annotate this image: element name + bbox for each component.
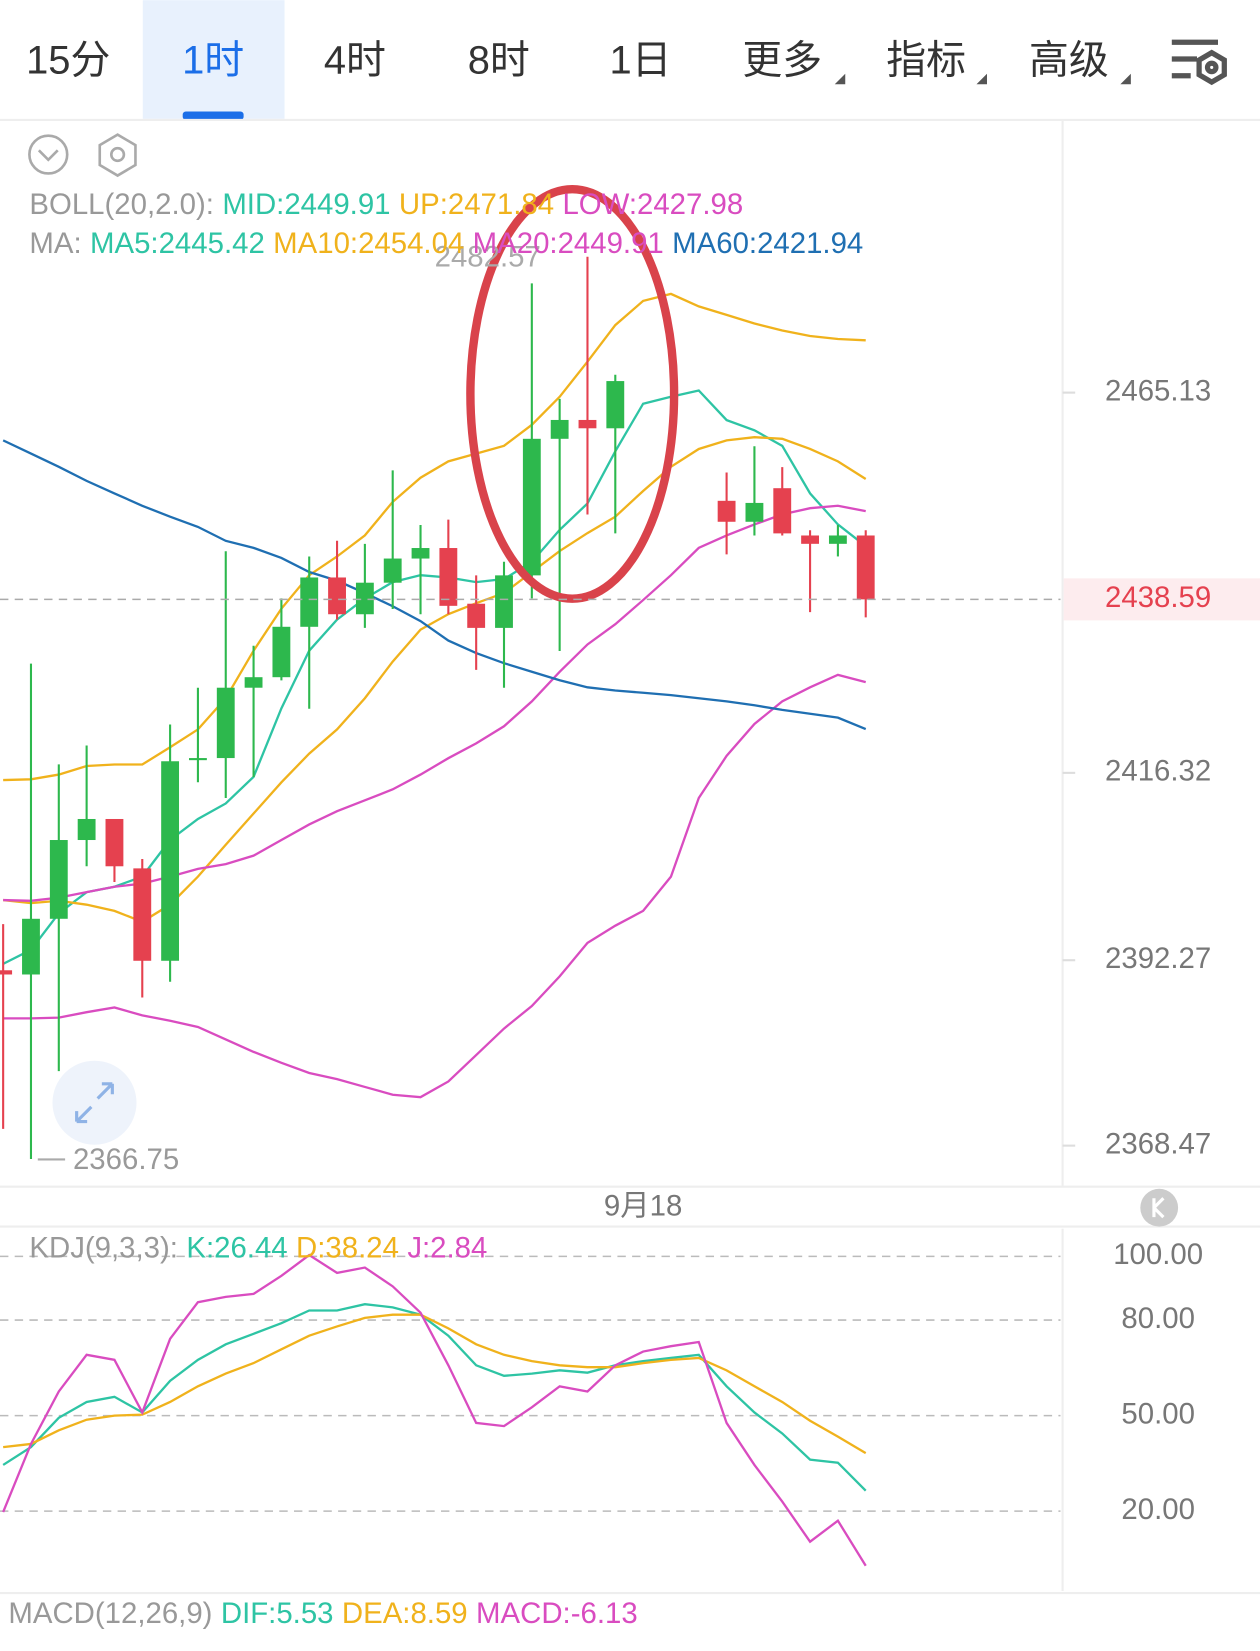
candle-body xyxy=(383,558,402,583)
last-price-label: 2438.59 xyxy=(1105,581,1211,614)
legend-title: KDJ(9,3,3): xyxy=(29,1231,178,1264)
indicator-line xyxy=(2,439,867,731)
y-tick-label: 2368.47 xyxy=(1105,1127,1211,1160)
legend-item: MA60:2421.94 xyxy=(672,227,863,260)
candle-body xyxy=(522,438,541,576)
collapse-button[interactable] xyxy=(28,134,69,175)
y-tick-label: 100.00 xyxy=(1113,1238,1203,1271)
legend-item: MID:2449.91 xyxy=(222,188,390,221)
legend: BOLL(20,2.0): MID:2449.91 UP:2471.84 LOW:24… xyxy=(29,188,743,221)
y-tick-label: 20.00 xyxy=(1121,1493,1195,1526)
highlight-ellipse xyxy=(466,184,679,603)
candle-body xyxy=(745,502,764,522)
indicator-line xyxy=(3,673,867,1099)
legend: MACD(12,26,9) DIF:5.53 DEA:8.59 MACD:-6.13 xyxy=(8,1597,637,1630)
legend: KDJ(9,3,3): K:26.44 D:38.24 J:2.84 xyxy=(29,1231,487,1264)
active-tab-underline xyxy=(182,111,244,120)
candle-body xyxy=(189,758,207,761)
settings-button[interactable] xyxy=(98,133,137,178)
legend-title: MACD(12,26,9) xyxy=(8,1597,212,1630)
candle-body xyxy=(773,488,792,534)
candle-body xyxy=(856,535,875,600)
legend-title: BOLL(20,2.0): xyxy=(29,188,214,221)
indicator-line xyxy=(3,1313,867,1455)
candle-body xyxy=(133,868,152,961)
candle-body xyxy=(105,818,124,867)
tab[interactable]: 指标 xyxy=(886,39,966,83)
candle-body xyxy=(411,548,430,559)
tab[interactable]: 高级 xyxy=(1029,39,1109,83)
legend-title: MA: xyxy=(29,227,81,260)
legend-item: DIF:5.53 xyxy=(221,1597,334,1630)
legend-item: UP:2471.84 xyxy=(399,188,554,221)
candle-body xyxy=(77,818,96,841)
kdj-plot xyxy=(0,1253,1061,1567)
legend-item: LOW:2427.98 xyxy=(562,188,743,221)
candle-body xyxy=(439,548,458,606)
candle-body xyxy=(495,575,513,628)
x-axis-label: 9月18 xyxy=(604,1189,682,1222)
indicator-line xyxy=(3,436,867,924)
candle-body xyxy=(467,603,486,628)
y-tick-label: 2416.32 xyxy=(1105,755,1211,788)
candle-body xyxy=(216,687,235,759)
candle-body xyxy=(550,419,569,439)
candle-body xyxy=(300,577,319,627)
k-button[interactable] xyxy=(1140,1188,1179,1227)
indicator-line xyxy=(2,389,867,965)
active-tab-bg xyxy=(142,0,285,119)
tab[interactable]: 8时 xyxy=(468,39,530,83)
expand-button[interactable] xyxy=(52,1060,137,1145)
candle-body xyxy=(161,761,180,961)
y-tick-label: 2465.13 xyxy=(1105,374,1211,407)
candle-body xyxy=(244,677,263,688)
y-tick-label: 50.00 xyxy=(1121,1397,1195,1430)
low-annotation: 2366.75 xyxy=(73,1143,179,1176)
candle-body xyxy=(0,970,13,975)
price-plot xyxy=(0,256,875,1160)
candle-body xyxy=(717,500,736,522)
candle-body xyxy=(272,626,291,678)
candle-body xyxy=(801,535,819,544)
tab[interactable]: 1时 xyxy=(182,39,244,83)
y-tick-label: 2392.27 xyxy=(1105,942,1211,975)
candle-body xyxy=(828,535,847,544)
candle-body xyxy=(22,918,40,975)
last-price-box xyxy=(1063,578,1260,621)
candle-body xyxy=(328,577,346,615)
legend-item: J:2.84 xyxy=(407,1231,487,1264)
tab[interactable]: 1日 xyxy=(609,39,671,83)
legend-item: MACD:-6.13 xyxy=(476,1597,638,1630)
tab[interactable]: 15分 xyxy=(26,39,110,83)
legend-item: K:26.44 xyxy=(186,1231,287,1264)
settings-icon[interactable] xyxy=(1171,39,1227,86)
candle-body xyxy=(49,840,68,919)
legend-item: D:38.24 xyxy=(296,1231,399,1264)
candle-body xyxy=(578,419,597,429)
legend-item: MA20:2449.91 xyxy=(473,227,664,260)
legend-item: MA5:2445.42 xyxy=(90,227,265,260)
dropdown-arrows xyxy=(834,73,1131,85)
tab[interactable]: 更多 xyxy=(742,39,822,83)
y-tick-label: 80.00 xyxy=(1121,1302,1195,1335)
tab[interactable]: 4时 xyxy=(324,39,386,83)
candle-body xyxy=(606,381,625,429)
high-annotation: 2482.57 xyxy=(435,241,541,274)
legend: MA: MA5:2445.42 MA10:2454.04 MA20:2449.91 MA… xyxy=(29,227,863,260)
candle-body xyxy=(355,582,374,615)
indicator-line xyxy=(2,1303,867,1492)
indicator-line xyxy=(2,1253,867,1567)
indicator-line xyxy=(3,292,866,782)
legend-item: DEA:8.59 xyxy=(342,1597,468,1630)
legend-item: MA10:2454.04 xyxy=(273,227,464,260)
